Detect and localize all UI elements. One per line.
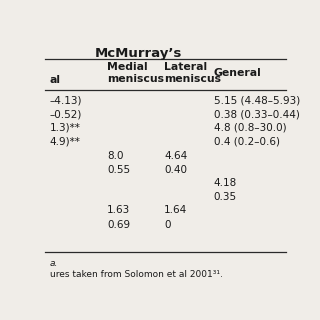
Text: 8.0: 8.0 [107,150,124,161]
Text: 0.38 (0.33–0.44): 0.38 (0.33–0.44) [214,110,300,120]
Text: –0.52): –0.52) [50,110,82,120]
Text: Lateral: Lateral [164,62,207,72]
Text: al: al [50,75,61,85]
Text: 1.63: 1.63 [107,205,130,215]
Text: –4.13): –4.13) [50,95,83,105]
Text: McMurray’s: McMurray’s [95,47,182,60]
Text: ures taken from Solomon et al 2001³¹.: ures taken from Solomon et al 2001³¹. [50,270,223,279]
Text: 0.69: 0.69 [107,220,130,229]
Text: 4.64: 4.64 [164,150,187,161]
Text: 4.8 (0.8–30.0): 4.8 (0.8–30.0) [214,122,286,132]
Text: 0: 0 [164,220,171,229]
Text: 1.64: 1.64 [164,205,187,215]
Text: meniscus: meniscus [107,74,164,84]
Text: 0.35: 0.35 [214,192,237,203]
Text: 4.9)**: 4.9)** [50,137,81,147]
Text: 0.4 (0.2–0.6): 0.4 (0.2–0.6) [214,137,280,147]
Text: 1.3)**: 1.3)** [50,122,81,132]
Text: Medial: Medial [107,62,148,72]
Text: a.: a. [50,259,58,268]
Text: General: General [214,68,261,78]
Text: 0.55: 0.55 [107,165,130,175]
Text: 0.40: 0.40 [164,165,187,175]
Text: 5.15 (4.48–5.93): 5.15 (4.48–5.93) [214,95,300,105]
Text: meniscus: meniscus [164,74,221,84]
Text: 4.18: 4.18 [214,178,237,188]
